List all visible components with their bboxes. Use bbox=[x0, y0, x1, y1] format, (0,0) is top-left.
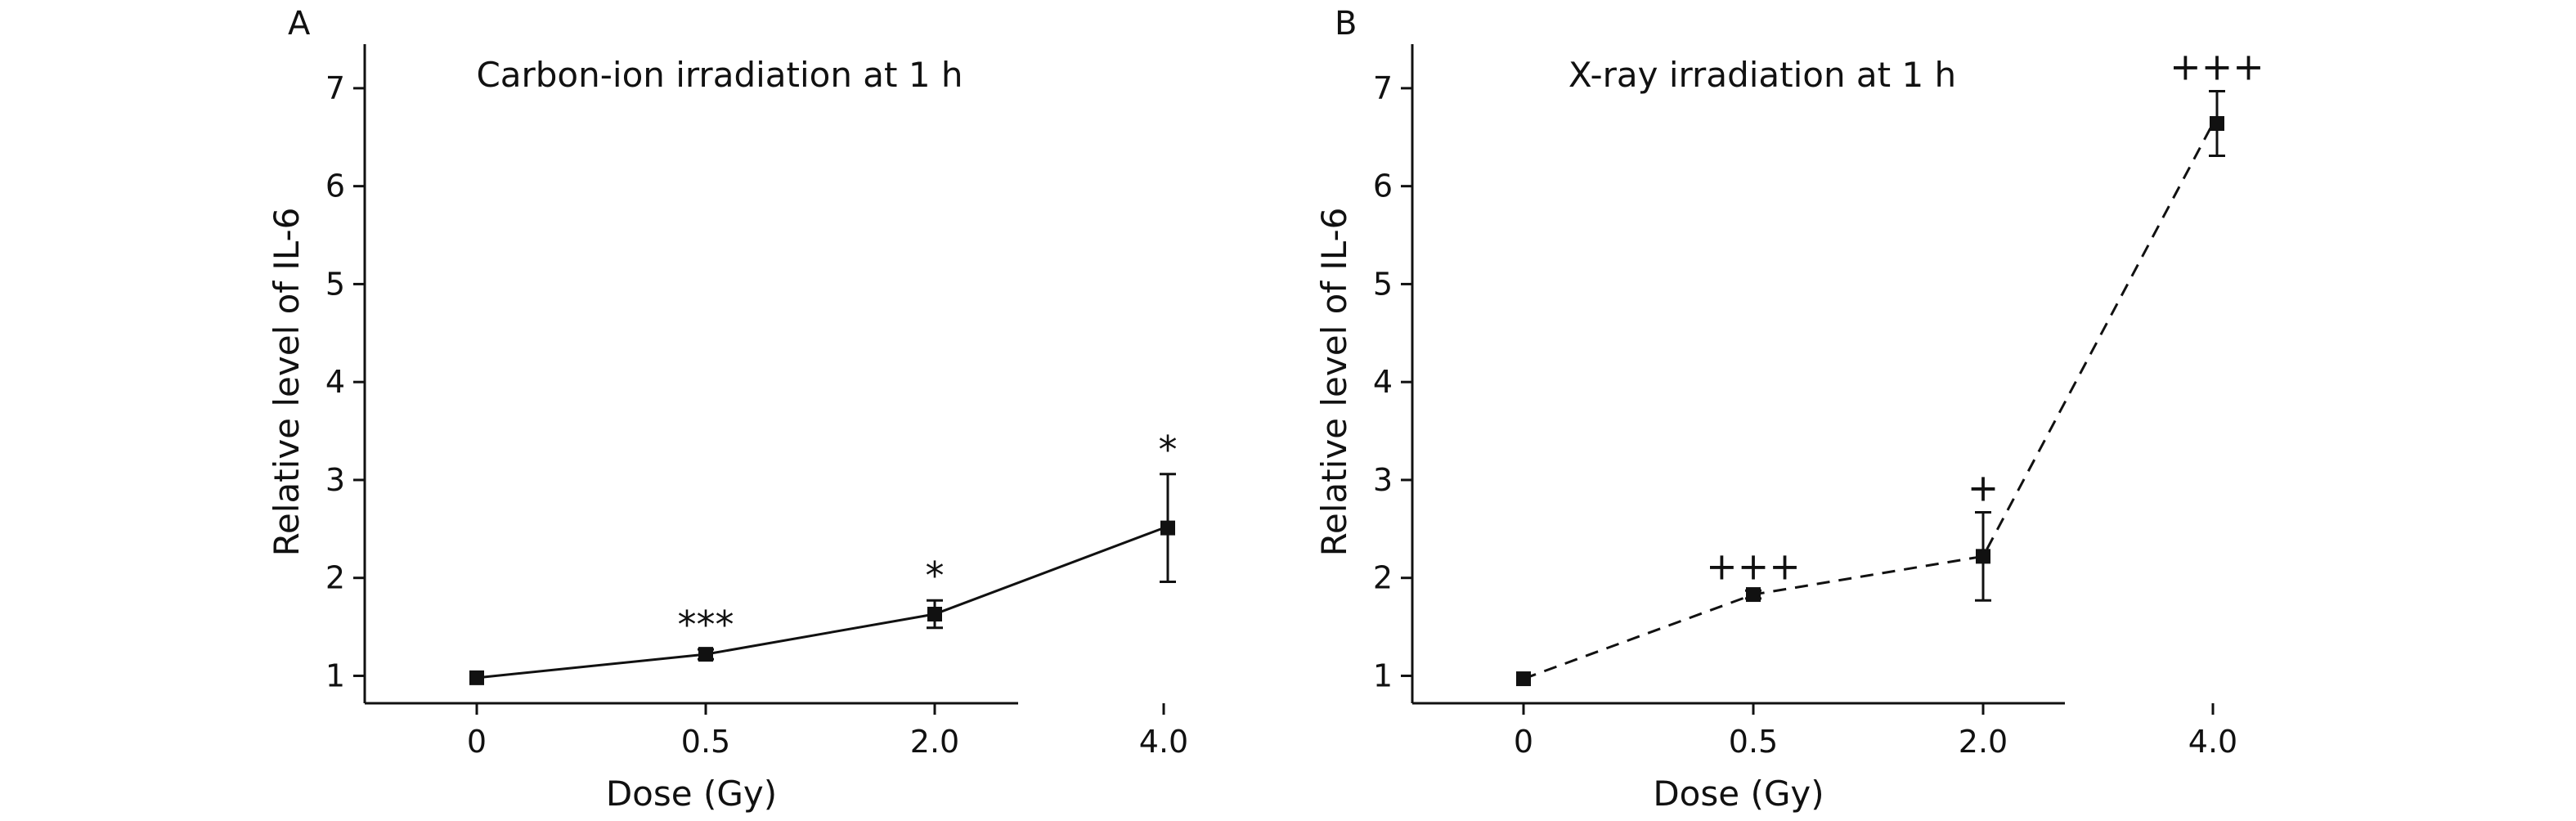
chart-title: Carbon-ion irradiation at 1 h bbox=[476, 55, 963, 95]
y-tick-label: 1 bbox=[1373, 657, 1393, 693]
x-tick-label: 4.0 bbox=[1139, 724, 1188, 760]
y-tick-label: 6 bbox=[1373, 168, 1393, 204]
data-point bbox=[2210, 116, 2224, 132]
significance-annotation: *** bbox=[678, 603, 734, 647]
x-tick-label: 0 bbox=[467, 724, 487, 760]
x-tick-label: 2.0 bbox=[1959, 724, 2008, 760]
y-tick-label: 2 bbox=[1373, 560, 1393, 596]
data-point bbox=[469, 670, 484, 685]
y-tick-label: 1 bbox=[325, 657, 345, 693]
x-tick-label: 2.0 bbox=[910, 724, 959, 760]
y-tick-label: 7 bbox=[1373, 70, 1393, 106]
data-point bbox=[1516, 671, 1531, 687]
y-tick-label: 6 bbox=[325, 168, 345, 204]
x-axis-label: Dose (Gy) bbox=[606, 774, 777, 814]
x-tick-label: 0.5 bbox=[1729, 724, 1778, 760]
data-point bbox=[927, 607, 942, 622]
y-tick-label: 5 bbox=[325, 266, 345, 302]
data-point bbox=[1746, 587, 1761, 603]
y-tick-label: 2 bbox=[325, 560, 345, 596]
y-tick-label: 4 bbox=[325, 364, 345, 400]
series-line bbox=[1523, 123, 2215, 680]
y-axis-label: Relative level of IL-6 bbox=[267, 208, 307, 557]
panel-b: B X-ray irradiation at 1 h 1 2 3 4 5 6 7 0 0.5 2.0 4… bbox=[1314, 5, 2264, 814]
x-axis-label: Dose (Gy) bbox=[1653, 774, 1824, 814]
y-tick-label: 4 bbox=[1373, 364, 1393, 400]
y-tick-label: 7 bbox=[325, 70, 345, 106]
data-point bbox=[1976, 549, 1990, 564]
y-tick-label: 5 bbox=[1373, 266, 1393, 302]
data-point bbox=[698, 647, 713, 662]
y-axis-label: Relative level of IL-6 bbox=[1314, 208, 1354, 557]
panel-a: A Carbon-ion irradiation at 1 h 1 2 3 4 5 6 7 0 0.… bbox=[267, 5, 1188, 814]
y-tick-label: 3 bbox=[325, 462, 345, 498]
significance-annotation: * bbox=[1159, 428, 1178, 472]
x-tick-label: 4.0 bbox=[2188, 724, 2237, 760]
significance-annotation: +++ bbox=[2170, 44, 2264, 88]
panel-label: B bbox=[1335, 5, 1357, 43]
panel-label: A bbox=[288, 5, 311, 43]
series-line bbox=[476, 527, 1165, 680]
x-tick-label: 0.5 bbox=[681, 724, 730, 760]
significance-annotation: +++ bbox=[1706, 544, 1801, 588]
significance-annotation: * bbox=[926, 554, 945, 598]
data-point bbox=[1160, 520, 1175, 536]
significance-annotation: + bbox=[1968, 465, 1999, 509]
chart-title: X-ray irradiation at 1 h bbox=[1568, 55, 1956, 95]
y-tick-label: 3 bbox=[1373, 462, 1393, 498]
x-tick-label: 0 bbox=[1514, 724, 1533, 760]
